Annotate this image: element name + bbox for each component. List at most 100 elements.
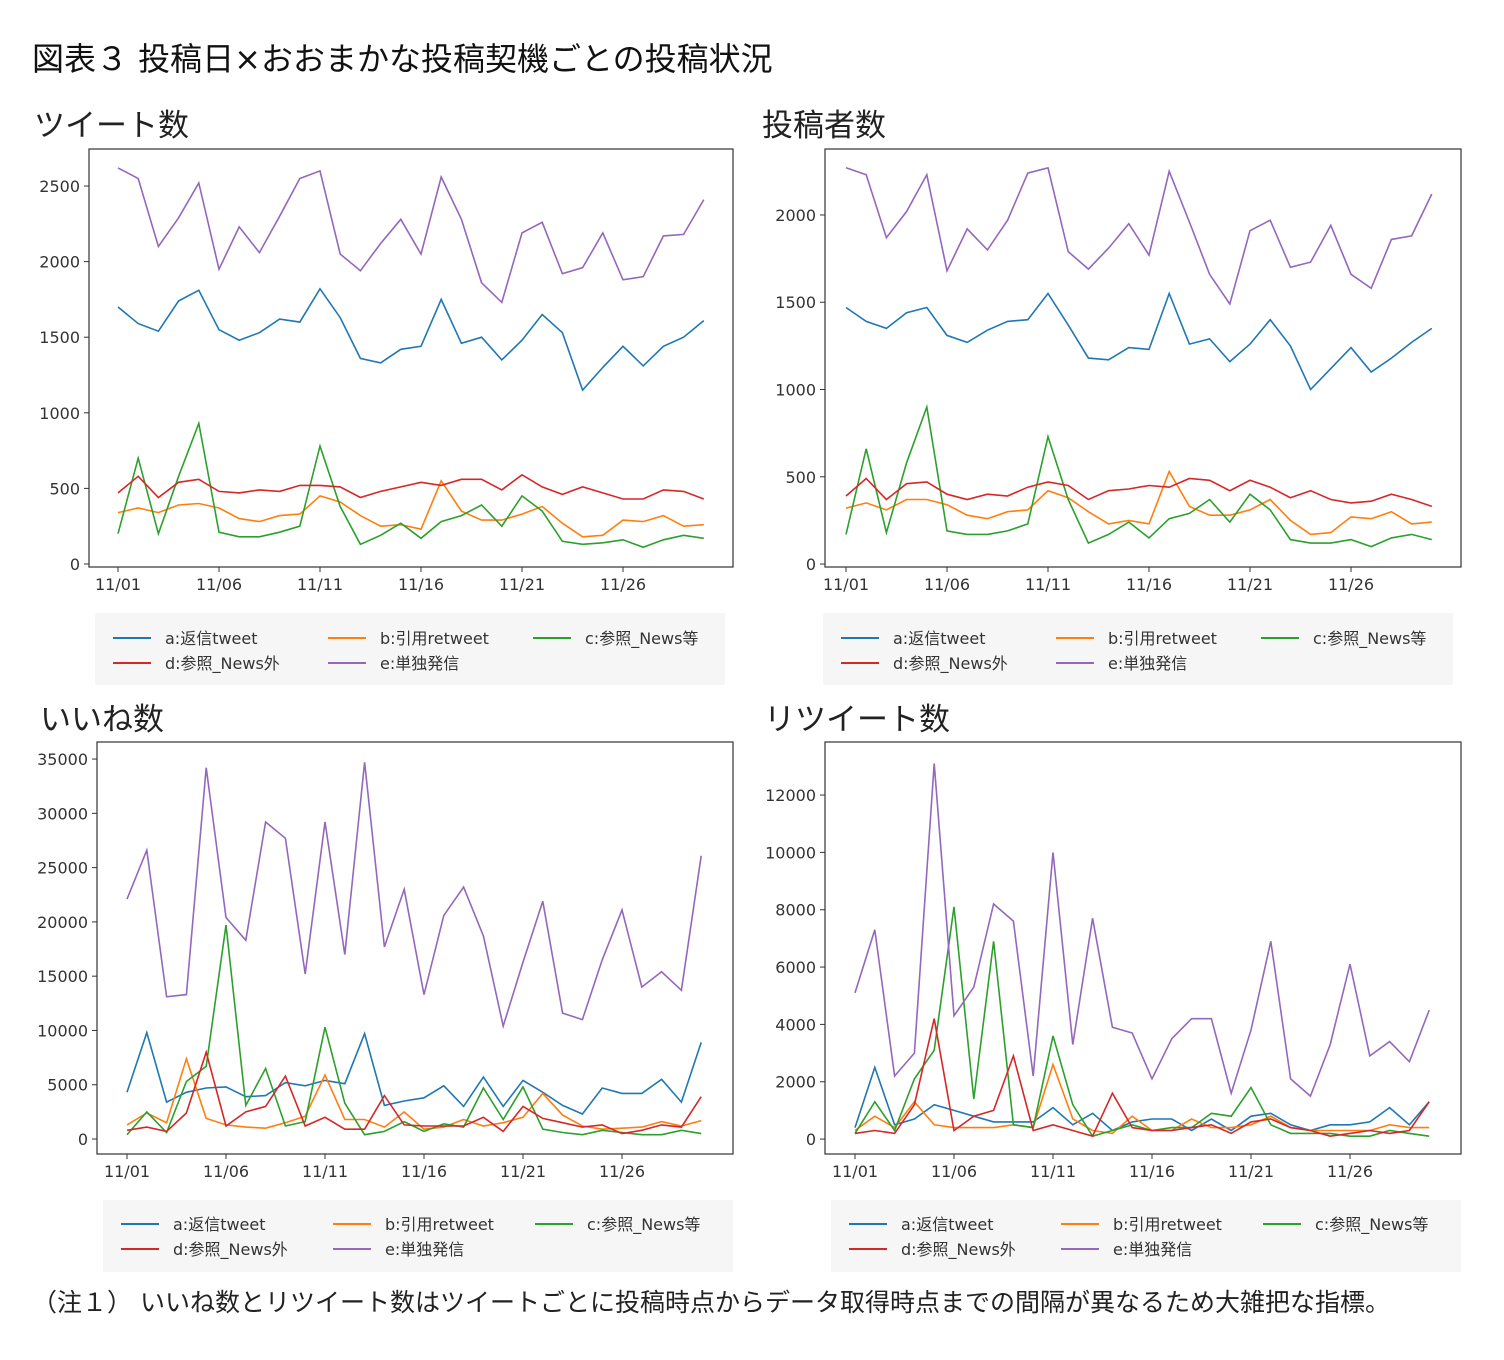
series-line-d — [845, 477, 1433, 508]
x-tick-label: 11/01 — [823, 575, 869, 594]
y-tick-label: 4000 — [775, 1015, 816, 1034]
legend-label-e: e:単独発信 — [1108, 654, 1187, 673]
series-line-a — [126, 1029, 702, 1115]
y-tick-label: 12000 — [765, 786, 816, 805]
legend-label-e: e:単独発信 — [385, 1240, 464, 1259]
y-tick-label: 20000 — [37, 913, 88, 932]
series-line-c — [126, 924, 702, 1136]
x-tick-label: 11/16 — [398, 575, 444, 594]
series-line-c — [845, 403, 1432, 548]
x-tick-label: 11/11 — [297, 575, 343, 594]
x-tick-label: 11/01 — [832, 1162, 878, 1181]
figure-title: 図表３ 投稿日×おおまかな投稿契機ごとの投稿状況 — [32, 40, 773, 78]
x-tick-label: 11/26 — [1327, 1162, 1373, 1181]
y-tick-label: 0 — [78, 1130, 88, 1149]
x-tick-label: 11/06 — [203, 1162, 249, 1181]
y-tick-label: 1000 — [775, 381, 816, 400]
series-line-a — [845, 291, 1433, 391]
legend-background — [103, 1200, 733, 1272]
x-tick-label: 11/16 — [401, 1162, 447, 1181]
x-tick-label: 11/26 — [600, 575, 646, 594]
legend-label-c: c:参照_News等 — [1313, 629, 1426, 649]
legend-label-d: d:参照_News外 — [901, 1240, 1016, 1260]
series-line-b — [126, 1056, 702, 1131]
legend-label-c: c:参照_News等 — [587, 1215, 700, 1235]
y-tick-label: 1500 — [775, 293, 816, 312]
legend-label-d: d:参照_News外 — [173, 1240, 288, 1260]
x-tick-label: 11/21 — [1228, 1162, 1274, 1181]
series-line-c — [854, 906, 1430, 1138]
y-tick-label: 1500 — [39, 328, 80, 347]
x-tick-label: 11/01 — [95, 575, 141, 594]
chart-title-likes: いいね数 — [40, 702, 164, 738]
series-line-d — [117, 473, 705, 500]
y-tick-label: 0 — [806, 555, 816, 574]
x-tick-label: 11/16 — [1129, 1162, 1175, 1181]
legend-label-a: a:返信tweet — [893, 629, 986, 648]
y-tick-label: 2500 — [39, 177, 80, 196]
legend-label-b: b:引用retweet — [1113, 1215, 1222, 1234]
y-tick-label: 0 — [806, 1130, 816, 1149]
y-tick-label: 10000 — [37, 1021, 88, 1040]
x-tick-label: 11/11 — [1025, 575, 1071, 594]
legend-label-a: a:返信tweet — [165, 629, 258, 648]
series-line-a — [117, 287, 705, 392]
series-line-b — [854, 1062, 1430, 1135]
series-line-b — [845, 469, 1432, 536]
x-tick-label: 11/06 — [924, 575, 970, 594]
y-tick-label: 0 — [70, 555, 80, 574]
series-line-e — [126, 762, 702, 1030]
legend-label-a: a:返信tweet — [173, 1215, 266, 1234]
plot-frame — [824, 148, 1462, 568]
y-tick-label: 6000 — [775, 958, 816, 977]
legend-label-b: b:引用retweet — [380, 629, 489, 648]
series-line-c — [117, 420, 704, 549]
series-line-e — [117, 167, 705, 304]
x-tick-label: 11/26 — [1328, 575, 1374, 594]
legend-label-b: b:引用retweet — [385, 1215, 494, 1234]
legend-label-e: e:単独発信 — [1113, 1240, 1192, 1259]
series-line-e — [845, 166, 1433, 306]
series-line-d — [126, 1049, 702, 1135]
legend-label-d: d:参照_News外 — [893, 654, 1008, 674]
footnote: （注１） いいね数とリツイート数はツイートごとに投稿時点からデータ取得時点までの… — [32, 1288, 1390, 1317]
legend-background — [95, 613, 725, 685]
plot-frame — [88, 148, 734, 568]
y-tick-label: 500 — [49, 479, 80, 498]
x-tick-label: 11/06 — [931, 1162, 977, 1181]
y-tick-label: 2000 — [775, 206, 816, 225]
chart-2: 0 5000 10000 15000 20000 25000 30000 35000 11/01… — [37, 741, 734, 1272]
legend-label-a: a:返信tweet — [901, 1215, 994, 1234]
y-tick-label: 15000 — [37, 967, 88, 986]
legend-label-e: e:単独発信 — [380, 654, 459, 673]
y-tick-label: 35000 — [37, 750, 88, 769]
chart-title-tweets: ツイート数 — [34, 108, 189, 144]
legend-label-b: b:引用retweet — [1108, 629, 1217, 648]
chart-3: 0 2000 4000 6000 8000 10000 12000 11/01 11/06 11/… — [765, 741, 1462, 1272]
x-tick-label: 11/11 — [1030, 1162, 1076, 1181]
chart-0: 0 500 1000 1500 2000 2500 11/01 11/06 11/11 11/16… — [39, 148, 734, 685]
chart-1: 0 500 1000 1500 2000 11/01 11/06 11/11 11/16 11/2… — [775, 148, 1462, 685]
x-tick-label: 11/21 — [499, 575, 545, 594]
y-tick-label: 8000 — [775, 901, 816, 920]
y-tick-label: 2000 — [39, 253, 80, 272]
chart-title-posters: 投稿者数 — [762, 108, 886, 144]
x-tick-label: 11/06 — [196, 575, 242, 594]
y-tick-label: 500 — [785, 468, 816, 487]
y-tick-label: 10000 — [765, 843, 816, 862]
y-tick-label: 1000 — [39, 404, 80, 423]
x-tick-label: 11/26 — [599, 1162, 645, 1181]
series-line-b — [117, 479, 704, 538]
y-tick-label: 30000 — [37, 804, 88, 823]
legend-background — [831, 1200, 1461, 1272]
series-line-e — [854, 763, 1430, 1098]
legend-label-c: c:参照_News等 — [585, 629, 698, 649]
x-tick-label: 11/21 — [1227, 575, 1273, 594]
x-tick-label: 11/16 — [1126, 575, 1172, 594]
legend-background — [823, 613, 1453, 685]
legend-label-c: c:参照_News等 — [1315, 1215, 1428, 1235]
y-tick-label: 25000 — [37, 859, 88, 878]
x-tick-label: 11/21 — [500, 1162, 546, 1181]
